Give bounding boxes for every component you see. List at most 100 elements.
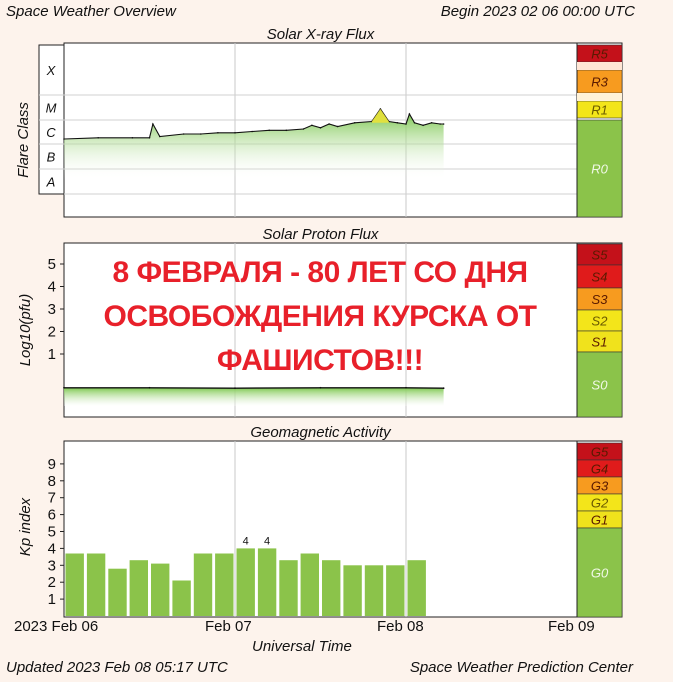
center-name: Space Weather Prediction Center — [409, 659, 633, 676]
xray-point — [200, 133, 202, 135]
xray-point — [148, 137, 151, 139]
kp-bar — [407, 560, 426, 616]
xray-line — [63, 108, 444, 140]
proton-point — [148, 386, 151, 389]
s-scale-label: S1 — [592, 335, 608, 350]
xray-point — [353, 122, 356, 124]
y-tick-label: 3 — [48, 301, 56, 318]
y-tick-label: 2 — [48, 324, 56, 341]
y-axis-label: Log10(pfu) — [17, 294, 34, 367]
xray-point — [413, 122, 416, 124]
proton-point — [63, 386, 65, 389]
kp-bar — [386, 565, 405, 616]
kp-bar — [364, 565, 384, 616]
xray-point — [268, 129, 271, 132]
x-tick-label: Feb 07 — [205, 618, 252, 635]
xray-point — [159, 135, 161, 138]
proton-point — [405, 386, 407, 389]
xray-point — [285, 129, 288, 132]
s-scale-label: S3 — [592, 292, 609, 307]
kp-bar — [322, 560, 341, 616]
g-scale-label: G4 — [591, 462, 608, 477]
proton-fill — [64, 387, 444, 406]
s-scale-label: S4 — [592, 270, 608, 285]
g-scale-label: G2 — [591, 496, 609, 511]
xray-point — [63, 138, 65, 140]
kp-bar — [151, 563, 170, 616]
xray-peak-fill — [371, 109, 389, 123]
class-label: C — [46, 125, 56, 140]
class-label: X — [46, 63, 57, 78]
xray-point — [379, 108, 382, 110]
kp-bar — [108, 568, 127, 616]
kp-bar — [193, 553, 213, 616]
xray-point — [182, 133, 185, 135]
y-tick-label: 5 — [48, 256, 56, 273]
y-tick-label: 4 — [48, 540, 56, 557]
r-scale-label: R3 — [591, 75, 608, 90]
g-scale-label: G0 — [591, 566, 609, 581]
class-label: B — [47, 150, 56, 165]
proton-point — [319, 386, 322, 389]
panel-title: Geomagnetic Activity — [250, 424, 392, 441]
xray-point — [97, 137, 99, 139]
xray-point — [405, 123, 407, 125]
r-scale-gap — [577, 93, 622, 101]
xray-point — [311, 124, 313, 127]
y-tick-label: 1 — [48, 591, 56, 608]
xray-point — [442, 123, 445, 125]
kp-data-label: 4 — [264, 535, 270, 547]
y-tick-label: 2 — [48, 574, 56, 591]
s-scale-label: S2 — [592, 314, 609, 329]
xray-point — [396, 122, 399, 124]
s-scale-band — [576, 351, 623, 418]
kp-bar — [215, 553, 234, 616]
panel-title: Solar Proton Flux — [263, 226, 379, 243]
xray-point — [439, 123, 442, 125]
xray-point — [336, 125, 339, 128]
r-scale-label: R5 — [591, 47, 608, 62]
x-tick-label: Feb 09 — [548, 618, 595, 635]
kp-bar — [257, 548, 277, 616]
y-axis-label: Flare Class — [15, 102, 32, 178]
y-tick-label: 9 — [48, 456, 56, 473]
xray-point — [430, 122, 433, 124]
xray-point — [152, 123, 154, 125]
y-tick-label: 4 — [48, 279, 56, 296]
g-scale-label: G5 — [591, 445, 609, 460]
y-tick-label: 3 — [48, 557, 56, 574]
kp-bar — [65, 553, 84, 616]
class-label: A — [46, 175, 56, 190]
y-axis-label: Kp index — [17, 497, 34, 556]
page-title: Space Weather Overview — [6, 3, 176, 20]
proton-point — [442, 387, 445, 390]
panel-title: Solar X-ray Flux — [267, 26, 375, 43]
xray-point — [217, 132, 219, 134]
xray-point — [408, 113, 411, 115]
xray-point — [422, 124, 424, 127]
xray-point — [234, 132, 236, 134]
kp-bar — [129, 560, 148, 616]
r-scale-band — [576, 119, 623, 218]
xray-fill — [64, 109, 444, 180]
g-scale-label: G3 — [591, 479, 609, 494]
class-label: M — [46, 101, 57, 116]
xray-point — [131, 137, 134, 139]
kp-bar — [300, 553, 319, 616]
begin-time: Begin 2023 02 06 00:00 UTC — [440, 3, 635, 20]
proton-point — [234, 387, 236, 390]
updated-time: Updated 2023 Feb 08 05:17 UTC — [6, 659, 228, 676]
s-scale-label: S0 — [592, 378, 609, 393]
overlay-line: ОСВОБОЖДЕНИЯ КУРСКА ОТ — [103, 300, 538, 333]
y-tick-label: 7 — [48, 490, 56, 507]
kp-bar — [86, 553, 106, 616]
x-tick-label: 2023 Feb 06 — [14, 618, 99, 635]
y-tick-label: 8 — [48, 473, 56, 490]
xray-point — [319, 127, 322, 129]
y-tick-label: 6 — [48, 507, 56, 524]
kp-data-label: 4 — [243, 535, 249, 547]
overlay-line: ФАШИСТОВ!!! — [216, 344, 424, 377]
kp-bar — [343, 565, 362, 616]
xaxis-title: Universal Time — [252, 638, 352, 655]
